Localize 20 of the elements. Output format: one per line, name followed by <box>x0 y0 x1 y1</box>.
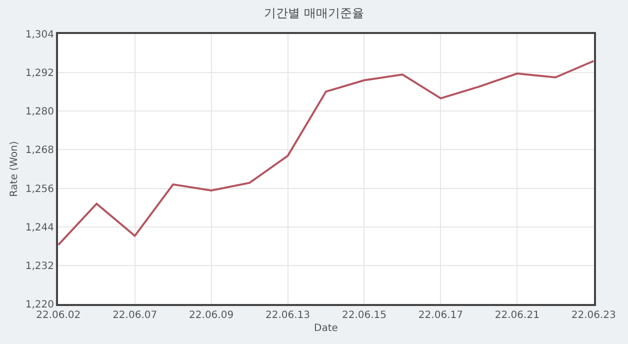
y-tick-label: 1,220 <box>25 300 54 310</box>
y-tick-label: 1,280 <box>25 106 54 118</box>
x-tick-label: 22.06.02 <box>36 310 81 321</box>
x-axis-title: Date <box>314 323 338 334</box>
y-tick-label: 1,304 <box>25 30 54 40</box>
y-tick-label: 1,292 <box>25 68 54 80</box>
y-tick-label: 1,268 <box>25 145 54 156</box>
x-tick-label: 22.06.21 <box>494 310 540 321</box>
y-tick-label: 1,232 <box>25 260 54 272</box>
y-tick-label: 1,244 <box>25 222 54 234</box>
chart-title: 기간별 매매기준율 <box>264 6 364 20</box>
x-tick-label: 22.06.15 <box>342 310 386 321</box>
x-tick-label: 22.06.07 <box>112 310 158 321</box>
y-axis-title: Rate (Won) <box>8 141 20 197</box>
x-tick-label: 22.06.23 <box>571 310 616 321</box>
line-series <box>58 60 594 246</box>
x-tick-label: 22.06.17 <box>418 310 463 321</box>
y-tick-label: 1,256 <box>25 184 54 195</box>
x-tick-label: 22.06.13 <box>266 310 310 321</box>
x-tick-label: 22.06.09 <box>189 310 234 321</box>
